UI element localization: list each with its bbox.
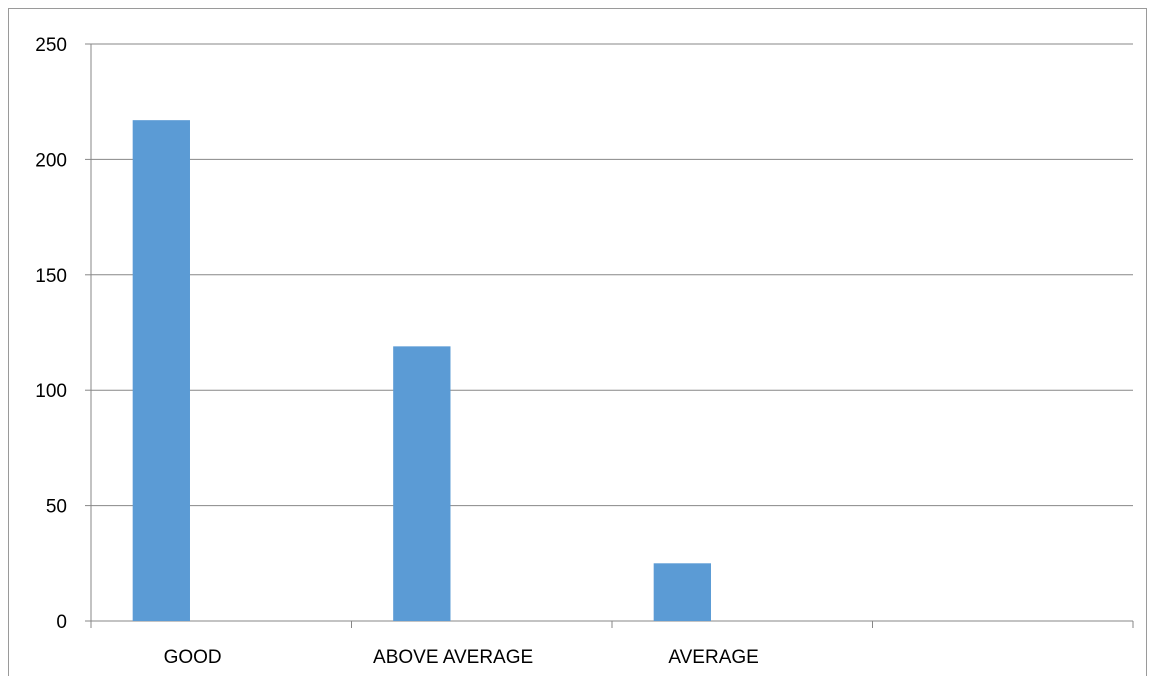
x-tick-label: GOOD	[164, 647, 222, 668]
y-tick-label: 0	[56, 612, 67, 633]
x-tick-label: AVERAGE	[668, 647, 758, 668]
y-tick-label: 250	[35, 35, 67, 56]
bar-average	[653, 563, 711, 621]
y-tick-labels: 0 50 100 150 200 250	[35, 35, 67, 633]
y-tick-label: 100	[35, 381, 67, 402]
bars	[132, 120, 711, 621]
bar-good	[132, 120, 190, 621]
x-tick-labels: GOOD ABOVE AVERAGE AVERAGE	[164, 647, 759, 668]
y-tick-label: 50	[46, 497, 67, 518]
gridlines	[91, 43, 1133, 507]
y-tick-label: 200	[35, 150, 67, 171]
x-tick-label: ABOVE AVERAGE	[373, 647, 533, 668]
y-tick-label: 150	[35, 266, 67, 287]
axes	[85, 43, 1134, 628]
chart-frame	[8, 8, 1147, 676]
bar-above-average	[393, 346, 451, 621]
